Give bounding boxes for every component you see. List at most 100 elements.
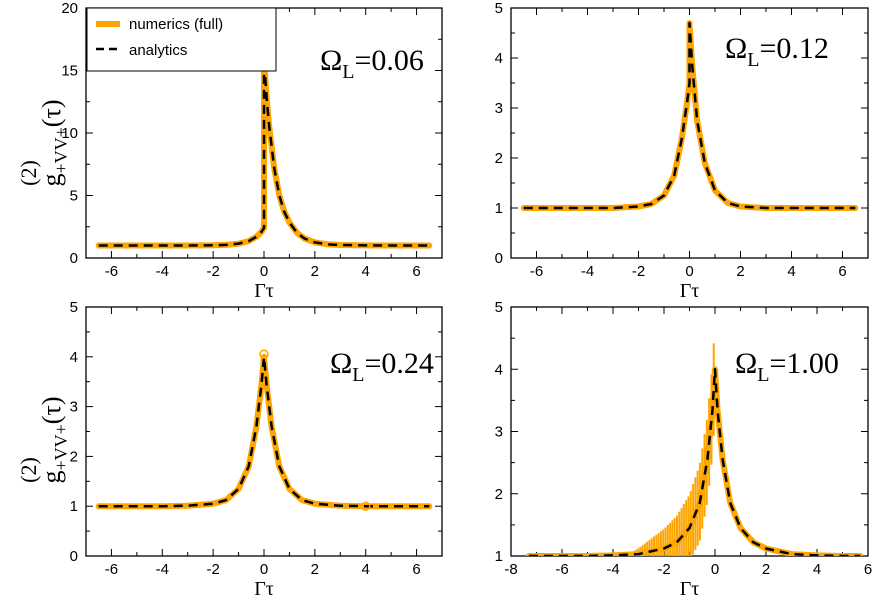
y-tick-label: 1 [495, 200, 503, 217]
analytics-line [523, 21, 856, 210]
x-tick-label: 2 [311, 561, 319, 578]
y-tick-label: 4 [495, 361, 503, 378]
y-tick-label: 3 [70, 399, 78, 416]
legend-analytics-label: analytics [129, 42, 187, 59]
x-tick-label: 0 [260, 263, 268, 280]
omega-symbol: Ω [735, 347, 757, 380]
omega-value: =0.24 [365, 347, 434, 380]
plot-area [95, 349, 433, 511]
x-axis-label: Γτ [680, 280, 700, 302]
x-tick-label: 6 [864, 561, 872, 578]
plot-area [95, 55, 433, 249]
y-tick-label: 0 [495, 250, 503, 267]
ylabel-top-g-main: g [37, 174, 66, 187]
x-axis-label: Γτ [254, 280, 274, 302]
analytics-line [528, 368, 861, 556]
x-tick-label: 0 [685, 263, 693, 280]
omega-annotation: ΩL=0.06 [320, 44, 424, 83]
x-axis-label: Γτ [680, 578, 700, 600]
y-tick-label: 15 [61, 63, 78, 80]
omega-value: =0.12 [760, 32, 829, 65]
y-tick-label: 1 [70, 498, 78, 515]
x-tick-label: -4 [156, 263, 169, 280]
plot-area [525, 343, 864, 556]
numerics-marker [259, 349, 269, 360]
y-tick-label: 3 [495, 100, 503, 117]
omega-annotation: ΩL=0.24 [330, 347, 434, 386]
omega-subscript: L [352, 364, 364, 386]
numerics-marker [360, 501, 371, 511]
x-tick-label: 0 [260, 561, 268, 578]
ylabel-bottom-arg: (τ) [37, 396, 66, 424]
x-tick-label: 2 [762, 561, 770, 578]
y-tick-label: 20 [61, 0, 78, 17]
y-tick-label: 4 [70, 349, 78, 366]
y-tick-label: 5 [70, 299, 78, 316]
x-tick-label: 6 [838, 263, 846, 280]
y-tick-label: 3 [495, 424, 503, 441]
ylabel-bottom: g+VV+(τ) (2) [16, 396, 71, 483]
x-tick-label: 2 [736, 263, 744, 280]
x-tick-label: 6 [412, 263, 420, 280]
panel-4: -8 -6 -4 -2 0 2 4 6 1 2 3 4 5 Γτ ΩL=1.00 [495, 299, 872, 600]
panel-frame [510, 306, 869, 557]
y-tick-label: 5 [495, 0, 503, 17]
x-tick-label: 4 [787, 263, 795, 280]
x-tick-label: -6 [530, 263, 543, 280]
omega-annotation: ΩL=0.12 [725, 32, 829, 71]
omega-subscript: L [747, 49, 759, 71]
omega-annotation: ΩL=1.00 [735, 347, 839, 386]
y-tick-label: 0 [70, 250, 78, 267]
x-tick-label: -6 [555, 561, 568, 578]
x-tick-label: -2 [206, 561, 219, 578]
panel-1: -6 -4 -2 0 2 4 6 0 5 10 15 20 Γτ ΩL=0.06 [61, 0, 443, 302]
panel-3: -6 -4 -2 0 2 4 6 0 1 2 3 4 5 Γτ ΩL=0.24 [70, 299, 443, 600]
y-tick-label: 5 [70, 188, 78, 205]
x-tick-label: -4 [581, 263, 594, 280]
omega-value: =1.00 [770, 347, 839, 380]
x-axis-label: Γτ [254, 578, 274, 600]
y-tick-label: 5 [495, 299, 503, 316]
ylabel-bottom-g-main: g [37, 471, 66, 484]
x-tick-label: -8 [504, 561, 517, 578]
x-tick-label: 4 [813, 561, 821, 578]
x-tick-label: -6 [105, 263, 118, 280]
x-tick-label: 6 [412, 561, 420, 578]
ylabel-bottom-g: g+VV+(τ) [37, 396, 71, 483]
omega-subscript: L [342, 61, 354, 83]
ylabel-top-sub: +VV+ [51, 127, 71, 173]
y-tick-label: 2 [495, 486, 503, 503]
x-tick-label: -2 [206, 263, 219, 280]
panel-frame [85, 306, 443, 557]
ylabel-top-g: g+VV+(τ) [37, 99, 71, 186]
x-tick-label: -4 [156, 561, 169, 578]
y-tick-label: 2 [70, 448, 78, 465]
omega-subscript: L [757, 364, 769, 386]
x-tick-label: 0 [711, 561, 719, 578]
legend: numerics (full) analytics [86, 7, 277, 72]
ylabel-bottom-sub: +VV+ [51, 424, 71, 470]
legend-box [86, 7, 277, 72]
y-tick-label: 2 [495, 150, 503, 167]
panel-2: -6 -4 -2 0 2 4 6 0 1 2 3 4 5 Γτ ΩL=0.12 [495, 0, 869, 302]
x-tick-label: 4 [362, 561, 370, 578]
analytics-line [98, 355, 430, 508]
legend-numerics-label: numerics (full) [129, 16, 223, 33]
x-tick-label: -4 [606, 561, 619, 578]
ylabel-bottom-sup: (2) [16, 457, 41, 483]
plot-area [520, 20, 859, 211]
x-tick-label: -2 [632, 263, 645, 280]
analytics-line [98, 56, 430, 247]
ylabel-top: g+VV+(τ) (2) [16, 99, 71, 186]
omega-symbol: Ω [320, 44, 342, 77]
ylabel-top-sup: (2) [16, 160, 41, 186]
x-tick-label: -6 [105, 561, 118, 578]
x-tick-label: -2 [657, 561, 670, 578]
y-tick-label: 0 [70, 548, 78, 565]
omega-symbol: Ω [725, 32, 747, 65]
ylabel-top-arg: (τ) [37, 99, 66, 127]
omega-symbol: Ω [330, 347, 352, 380]
y-tick-label: 1 [495, 548, 503, 565]
